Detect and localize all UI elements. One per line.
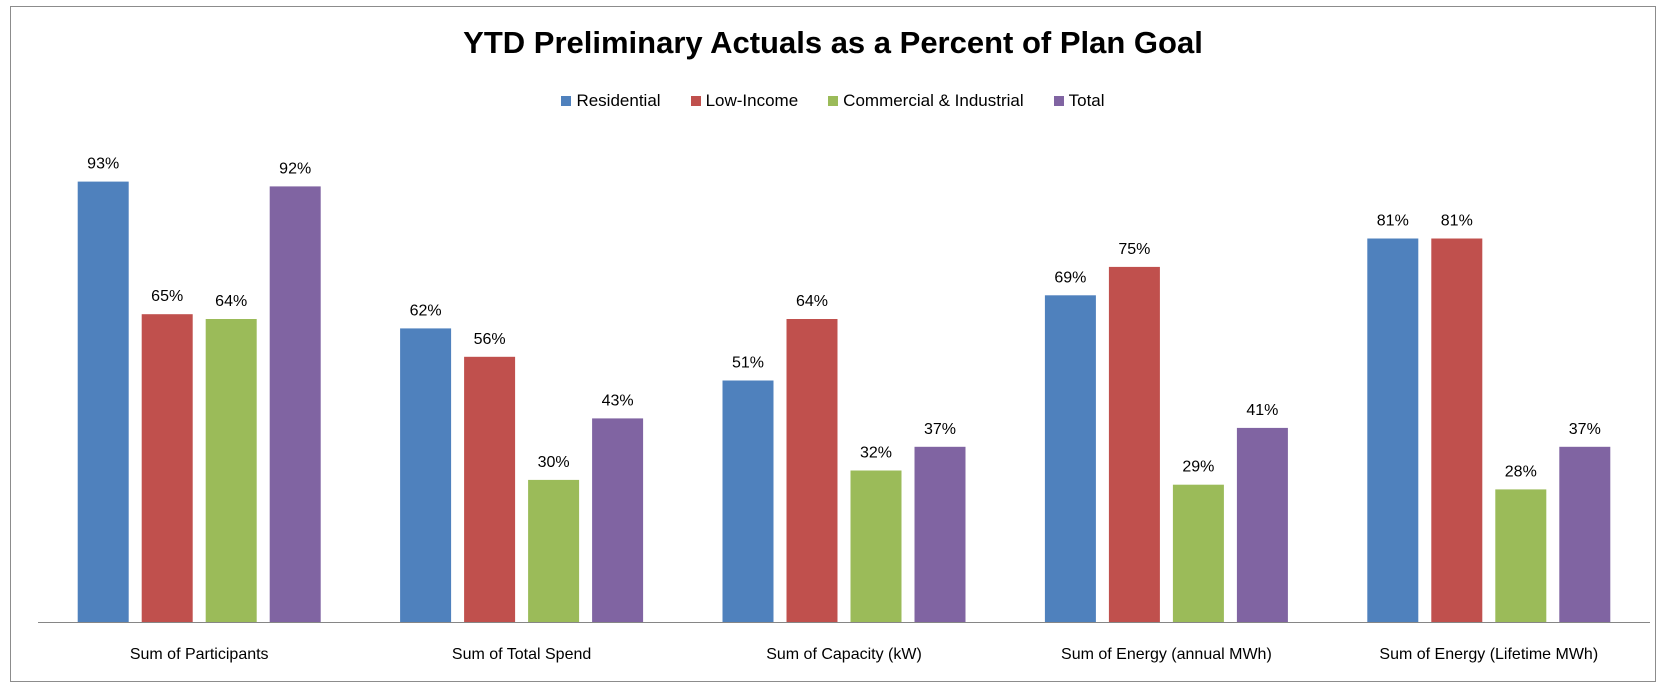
data-label: 75% xyxy=(1118,241,1150,258)
legend-item-commercial-industrial: Commercial & Industrial xyxy=(828,91,1024,111)
data-label: 32% xyxy=(860,445,892,462)
bar xyxy=(400,328,452,622)
bar xyxy=(141,314,193,622)
category-label: Sum of Capacity (kW) xyxy=(766,646,922,663)
bar xyxy=(77,181,129,622)
bar xyxy=(850,470,902,622)
bar xyxy=(786,319,838,622)
data-label: 65% xyxy=(151,288,183,305)
legend-swatch-total xyxy=(1053,96,1064,106)
legend-item-low-income: Low-Income xyxy=(690,91,799,111)
legend-label-commercial-industrial: Commercial & Industrial xyxy=(843,91,1024,110)
legend-item-total: Total xyxy=(1053,91,1105,111)
data-label: 64% xyxy=(215,293,247,310)
data-label: 41% xyxy=(1246,402,1278,419)
bar xyxy=(722,380,774,622)
bar xyxy=(1236,427,1288,622)
bar xyxy=(914,446,966,622)
data-label: 81% xyxy=(1441,213,1473,230)
legend-label-residential: Residential xyxy=(576,91,661,110)
bar xyxy=(269,186,321,622)
legend-swatch-low-income xyxy=(690,96,701,106)
data-label: 30% xyxy=(538,454,570,471)
bar xyxy=(1108,266,1160,622)
category-label: Sum of Participants xyxy=(130,646,269,663)
category-label: Sum of Energy (Lifetime MWh) xyxy=(1379,646,1598,663)
data-label: 92% xyxy=(279,160,311,177)
data-label: 29% xyxy=(1182,459,1214,476)
category-label: Sum of Total Spend xyxy=(452,646,591,663)
data-label: 51% xyxy=(732,355,764,372)
bar xyxy=(205,319,257,622)
legend-swatch-commercial-industrial xyxy=(828,96,839,106)
bar xyxy=(528,479,580,622)
chart-legend: Residential Low-Income Commercial & Indu… xyxy=(11,91,1655,111)
data-label: 37% xyxy=(1569,421,1601,438)
bar xyxy=(1431,238,1483,622)
category-label: Sum of Energy (annual MWh) xyxy=(1061,646,1272,663)
data-label: 69% xyxy=(1054,269,1086,286)
chart-title: YTD Preliminary Actuals as a Percent of … xyxy=(463,25,1203,60)
legend-item-residential: Residential xyxy=(561,91,661,111)
data-label: 37% xyxy=(924,421,956,438)
data-label: 93% xyxy=(87,156,119,173)
bar xyxy=(1495,489,1547,622)
legend-label-low-income: Low-Income xyxy=(705,91,799,110)
data-label: 62% xyxy=(410,302,442,319)
legend-swatch-residential xyxy=(561,96,572,106)
bar xyxy=(464,356,516,622)
bar xyxy=(1172,484,1224,622)
bar xyxy=(592,418,644,622)
data-label: 81% xyxy=(1377,213,1409,230)
data-label: 28% xyxy=(1505,463,1537,480)
data-label: 43% xyxy=(602,392,634,409)
data-label: 64% xyxy=(796,293,828,310)
bar xyxy=(1559,446,1611,622)
bar xyxy=(1367,238,1419,622)
legend-label-total: Total xyxy=(1068,91,1105,110)
bar xyxy=(1044,295,1096,622)
data-label: 56% xyxy=(474,331,506,348)
